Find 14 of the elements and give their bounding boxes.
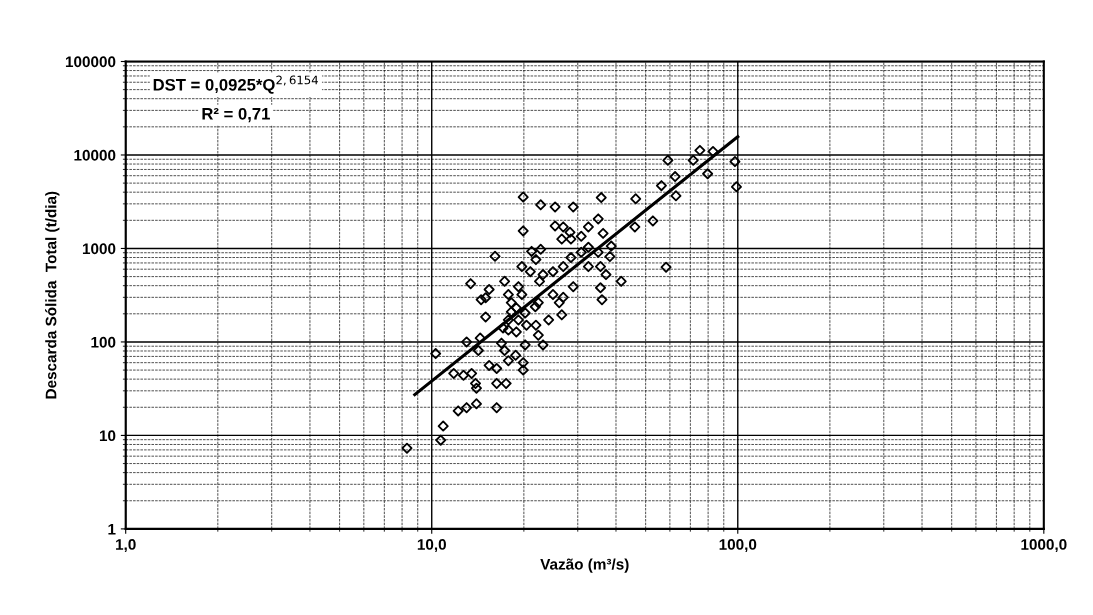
x-tick-label: 10,0 (417, 539, 446, 553)
annotation: R² = 0,71 (202, 107, 270, 123)
y-tick-label: 10 (99, 430, 116, 442)
y-tick-label: 10000 (74, 149, 116, 161)
y-tick-label: 100000 (65, 56, 116, 68)
y-tick-label: 1 (108, 523, 116, 535)
x-tick-label: 100,0 (719, 539, 757, 553)
y-tick-label: 100 (91, 336, 116, 348)
x-tick-label: 1,0 (116, 539, 136, 553)
annotation: DST = 0,0925*Q$^{2,6154}$ (153, 75, 318, 94)
y-tick-label: 1000 (82, 243, 116, 255)
y-axis-title: Descarda Sólida Total (t/dia) (45, 191, 60, 399)
x-tick-label: 1000,0 (1021, 539, 1067, 553)
x-axis-title: Vazão (m³/s) (540, 558, 629, 573)
